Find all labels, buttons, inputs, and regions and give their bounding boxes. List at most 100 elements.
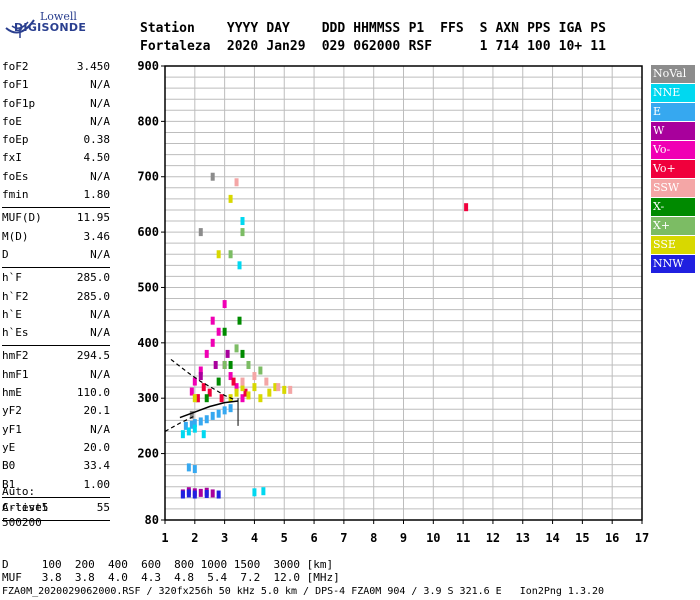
- data-point: [240, 228, 245, 237]
- param-value: N/A: [90, 96, 110, 110]
- param-name: hmF1: [2, 367, 29, 381]
- x-tick-label: 7: [340, 531, 347, 545]
- header-values-cell: 714: [495, 39, 519, 54]
- param-name: foF1: [2, 78, 29, 92]
- x-tick-label: 1: [161, 531, 168, 545]
- data-point: [201, 383, 206, 392]
- data-point: [240, 349, 245, 358]
- legend-item-x-: X+: [651, 216, 695, 235]
- y-tick-label: 200: [137, 447, 159, 461]
- x-tick-label: 15: [575, 531, 589, 545]
- param-row: h`F 285.0: [2, 271, 110, 289]
- header-labels-cell: S: [479, 21, 488, 36]
- header-values-cell: Fortaleza: [140, 39, 211, 54]
- data-point: [204, 394, 209, 403]
- muf-row: MUF 3.8 3.8 4.0 4.3 4.8 5.4 7.2 12.0 [MH…: [2, 571, 340, 584]
- legend-item-sse: SSE: [651, 235, 695, 254]
- data-point: [258, 366, 263, 375]
- auto-code: 500200: [2, 516, 42, 529]
- param-value: N/A: [90, 367, 110, 381]
- x-tick-label: 10: [426, 531, 440, 545]
- param-value: N/A: [90, 422, 110, 436]
- param-value: N/A: [90, 247, 110, 261]
- param-value: 55: [96, 500, 110, 514]
- data-point: [222, 360, 227, 369]
- param-row: foE N/A: [2, 115, 110, 133]
- legend-item-ssw: SSW: [651, 178, 695, 197]
- header-values-cell: 11: [590, 39, 606, 54]
- auto-label: Auto:: [2, 485, 36, 498]
- param-name: yF1: [2, 422, 22, 436]
- param-value: 11.95: [76, 211, 110, 225]
- profile-line: [179, 400, 239, 419]
- data-point: [183, 421, 188, 430]
- data-point: [219, 394, 224, 403]
- header-labels-cell: IGA: [558, 21, 583, 36]
- data-point: [207, 388, 212, 397]
- data-point: [234, 383, 239, 392]
- header-values-cell: 100: [527, 39, 551, 54]
- param-value: N/A: [90, 169, 110, 183]
- param-value: N/A: [90, 78, 110, 92]
- data-point: [237, 261, 242, 270]
- x-tick-label: 17: [635, 531, 649, 545]
- data-point: [228, 360, 233, 369]
- legend-item-w: W: [651, 121, 695, 140]
- data-point: [261, 487, 266, 496]
- param-name: foF2: [2, 60, 29, 73]
- param-name: h`F: [2, 271, 22, 285]
- param-separator: [2, 345, 110, 347]
- data-point: [464, 203, 469, 212]
- header-labels-cell: HHMMSS: [353, 21, 401, 36]
- data-point: [225, 349, 230, 358]
- x-tick-label: 4: [251, 531, 258, 545]
- autoscaling-info: Auto: Artist5 500200: [2, 484, 48, 531]
- data-point: [216, 409, 221, 418]
- param-separator: [2, 520, 110, 522]
- param-value: 1.00: [83, 477, 111, 491]
- data-point: [252, 488, 257, 497]
- data-point: [189, 420, 194, 429]
- lowell-digisonde-logo: Lowell DIGISONDE: [2, 4, 86, 44]
- legend-item-vo-: Vo+: [651, 159, 695, 178]
- data-point: [192, 424, 197, 433]
- data-point: [204, 349, 209, 358]
- header-values-cell: 062000: [353, 39, 401, 54]
- param-value: 3.46: [83, 229, 111, 243]
- data-point: [210, 489, 215, 498]
- profile-extrapolation: [164, 415, 196, 432]
- y-tick-label: 300: [137, 391, 159, 405]
- legend-item-e: E: [651, 102, 695, 121]
- data-point: [228, 372, 233, 381]
- data-point: [204, 415, 209, 424]
- x-tick-label: 11: [456, 531, 470, 545]
- data-point: [216, 250, 221, 259]
- param-name: foEp: [2, 133, 29, 147]
- param-row: foEp 0.38: [2, 133, 110, 151]
- data-point: [186, 489, 191, 498]
- header-labels-cell: AXN: [495, 21, 519, 36]
- param-value: 4.50: [83, 151, 111, 165]
- header-labels-cell: PPS: [527, 21, 551, 36]
- y-tick-label: 800: [137, 114, 159, 128]
- header-labels-cell: PS: [590, 21, 606, 36]
- file-info-footer: FZA0M_2020029062000.RSF / 320fx256h 50 k…: [2, 586, 605, 597]
- data-point: [192, 490, 197, 499]
- header-labels-cell: DAY: [266, 21, 290, 36]
- data-point: [186, 427, 191, 436]
- x-tick-label: 5: [281, 531, 288, 545]
- param-name: h`E: [2, 307, 22, 321]
- data-point: [210, 411, 215, 420]
- data-point: [192, 465, 197, 474]
- data-point: [198, 372, 203, 381]
- param-name: fmin: [2, 188, 29, 202]
- param-name: hmF2: [2, 349, 29, 363]
- parameter-panel: foF2 3.450 foF1 N/A foF1p N/A foE N/A foEp 0.38 fx…: [2, 60, 110, 524]
- data-point: [264, 377, 269, 386]
- data-point: [198, 366, 203, 375]
- data-point: [237, 316, 242, 325]
- distance-row: D 100 200 400 600 800 1000 1500 3000 [km…: [2, 558, 334, 571]
- param-value: 3.450: [76, 60, 110, 73]
- data-point: [228, 250, 233, 259]
- y-tick-label: 400: [137, 336, 159, 350]
